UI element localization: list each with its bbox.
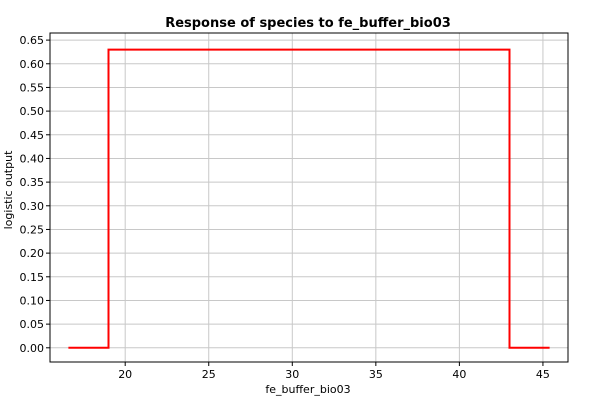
y-axis-label: logistic output xyxy=(2,150,15,229)
y-tick-label: 0.60 xyxy=(20,58,45,71)
y-tick-label: 0.55 xyxy=(20,81,45,94)
y-tick-label: 0.05 xyxy=(20,318,45,331)
x-tick-label: 45 xyxy=(536,368,550,381)
y-tick-label: 0.20 xyxy=(20,247,45,260)
x-tick-label: 25 xyxy=(202,368,216,381)
y-tick-label: 0.25 xyxy=(20,223,45,236)
grid-lines xyxy=(50,33,568,362)
y-tick-label: 0.00 xyxy=(20,342,45,355)
series-layer xyxy=(68,48,550,349)
y-axis: 0.00 0.05 0.10 0.15 0.20 0.25 0.30 0.35 0.40 0.45… xyxy=(20,34,50,355)
x-tick-label: 30 xyxy=(285,368,299,381)
response-line xyxy=(68,48,550,349)
y-tick-label: 0.45 xyxy=(20,129,45,142)
x-tick-label: 40 xyxy=(452,368,466,381)
x-tick-label: 35 xyxy=(369,368,383,381)
x-tick-label: 20 xyxy=(118,368,132,381)
y-tick-label: 0.40 xyxy=(20,152,45,165)
y-tick-label: 0.10 xyxy=(20,294,45,307)
plot-frame xyxy=(49,32,569,363)
y-tick-label: 0.30 xyxy=(20,200,45,213)
x-axis-label: fe_buffer_bio03 xyxy=(265,383,350,396)
chart-title: Response of species to fe_buffer_bio03 xyxy=(165,16,451,31)
y-tick-label: 0.65 xyxy=(20,34,45,47)
y-tick-label: 0.50 xyxy=(20,105,45,118)
y-tick-label: 0.35 xyxy=(20,176,45,189)
x-axis: 20 25 30 35 40 45 xyxy=(118,362,550,381)
y-tick-label: 0.15 xyxy=(20,271,45,284)
